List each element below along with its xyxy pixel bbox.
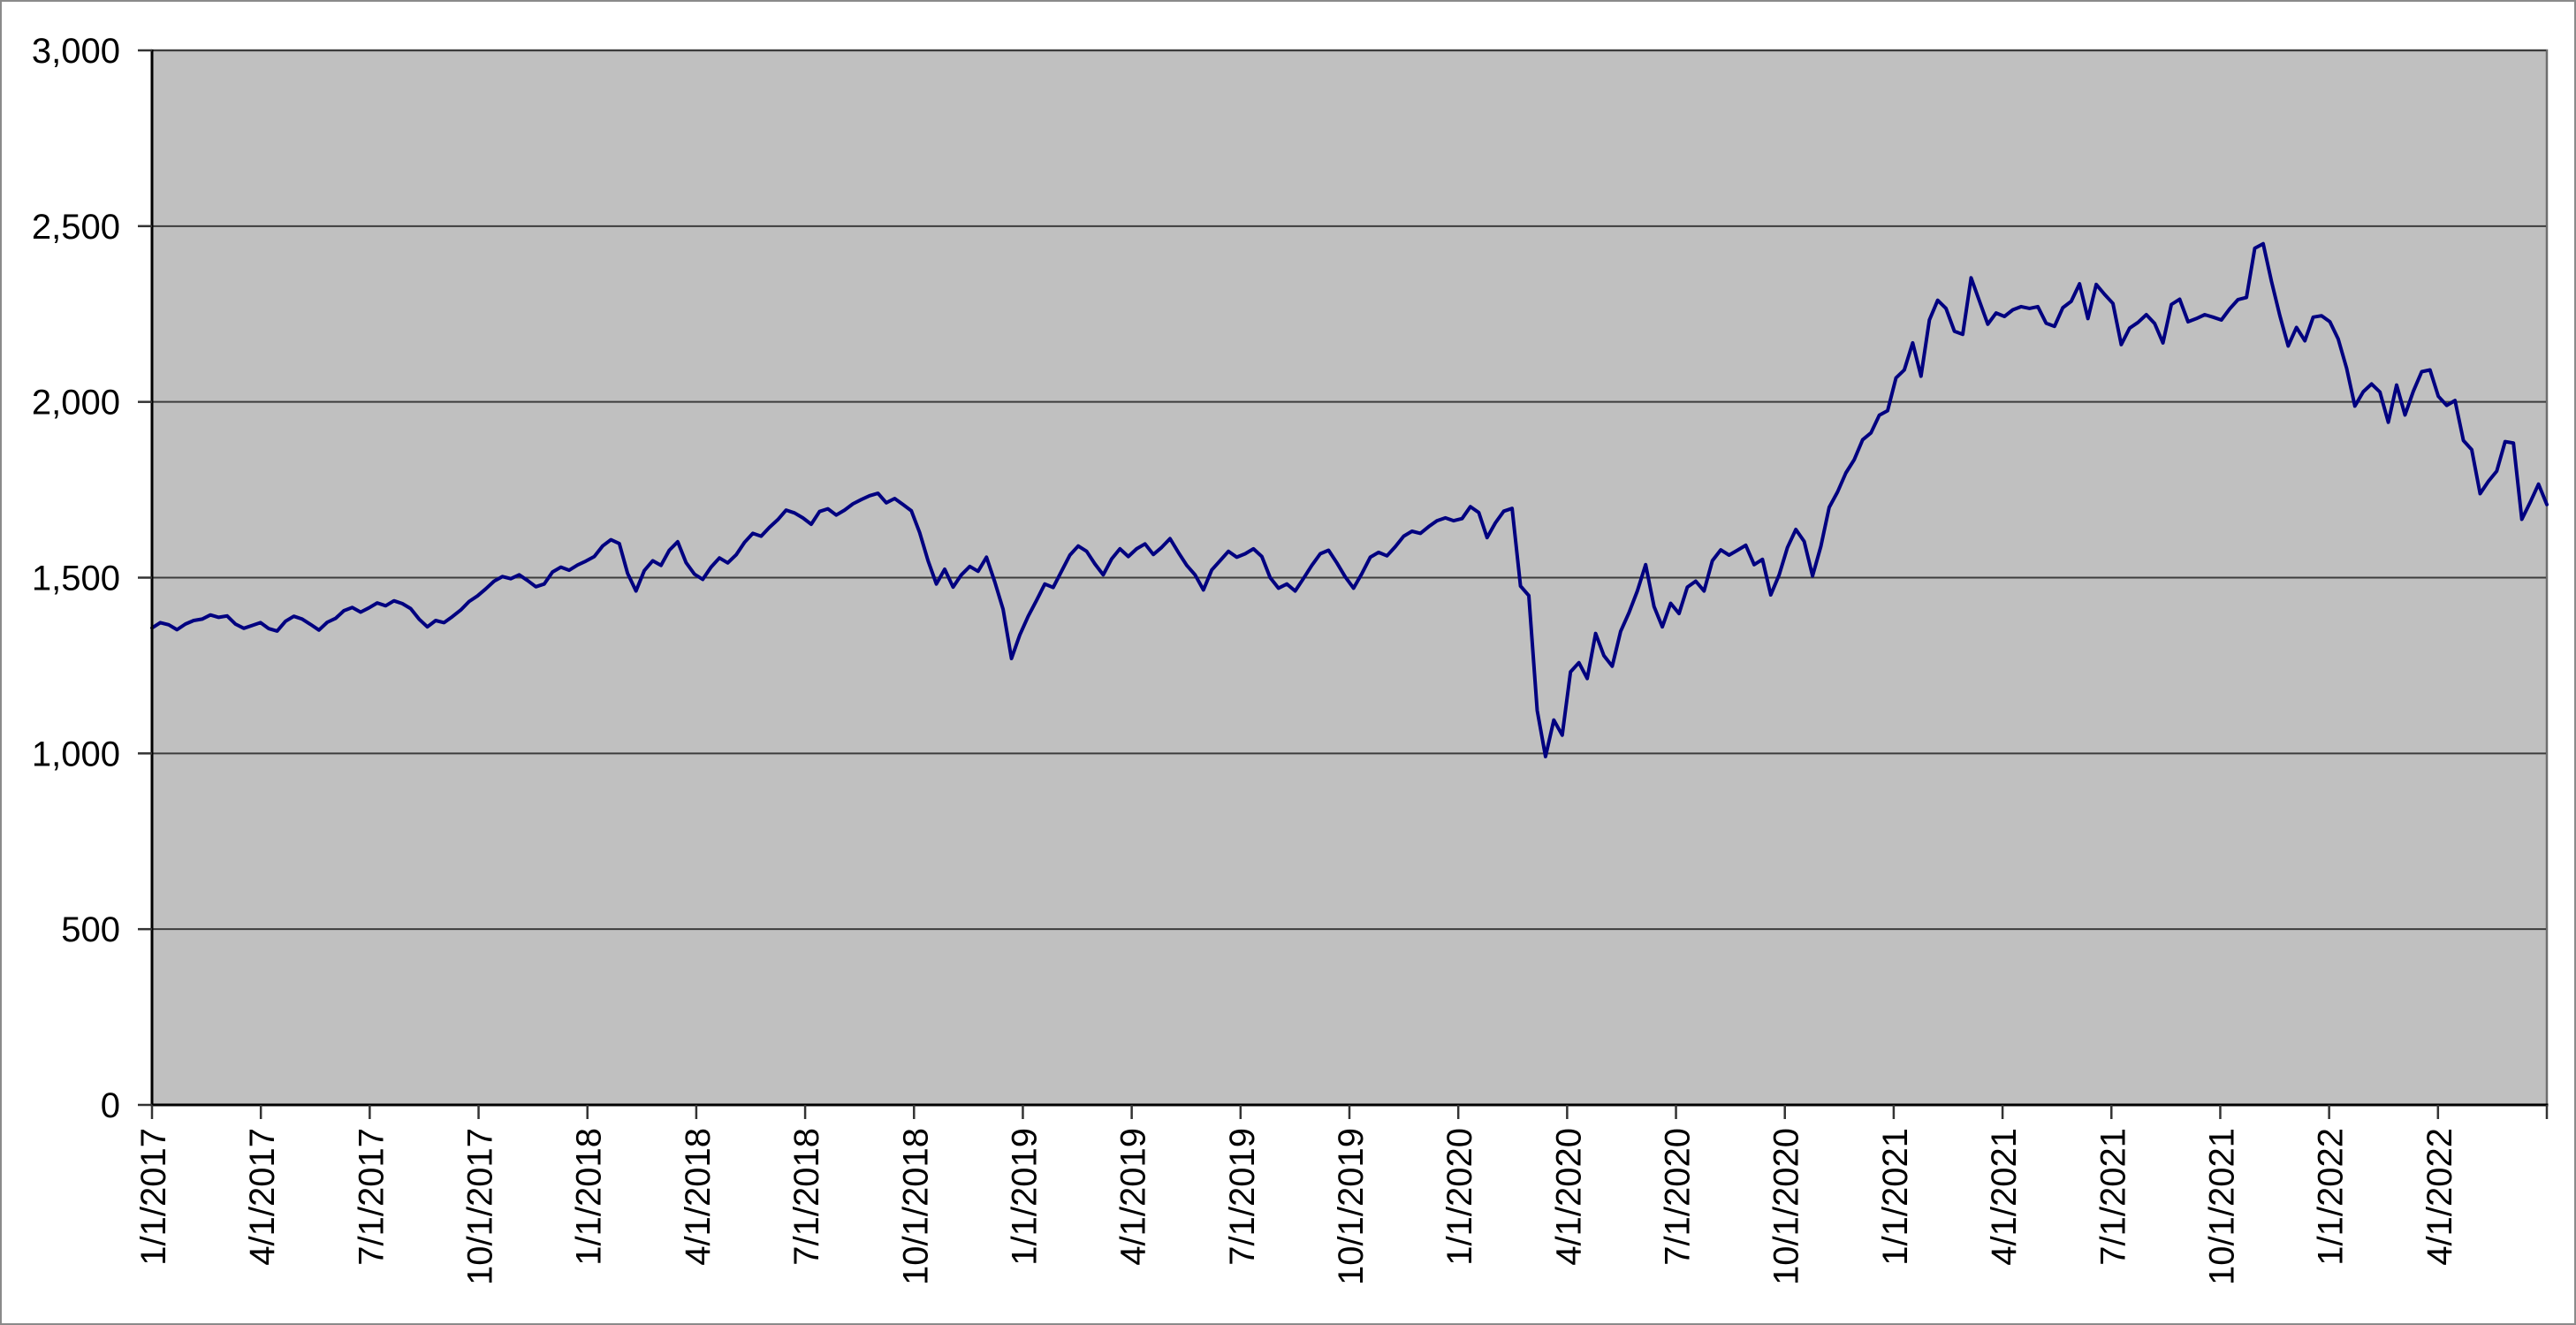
x-axis-tick-label: 10/1/2017 — [461, 1128, 500, 1285]
series-line — [150, 241, 2549, 758]
gridlines — [153, 49, 2546, 931]
x-axis-tick-label: 4/1/2021 — [1985, 1128, 2024, 1266]
x-axis-tick-label: 7/1/2020 — [1659, 1128, 1698, 1266]
x-axis-tick-label: 1/1/2020 — [1440, 1128, 1479, 1266]
y-axis-tick-label: 2,500 — [32, 208, 120, 247]
x-axis-tick-label: 7/1/2019 — [1223, 1128, 1262, 1266]
x-axis-tick-label: 10/1/2019 — [1332, 1128, 1371, 1285]
x-axis-tick-label: 7/1/2021 — [2093, 1128, 2132, 1266]
y-axis-tick-label: 1,000 — [32, 735, 120, 773]
x-axis-labels: 1/1/2017 4/1/2017 7/1/2017 10/1/2017 1/1/201… — [134, 1128, 2459, 1285]
x-axis-tick-label: 1/1/2018 — [570, 1128, 609, 1266]
x-axis-tick-label: 10/1/2018 — [896, 1128, 935, 1285]
x-axis-tick-label: 1/1/2021 — [1876, 1128, 1915, 1266]
x-axis-tick-label: 4/1/2022 — [2420, 1128, 2459, 1266]
x-axis-tick-label: 7/1/2017 — [352, 1128, 391, 1266]
y-axis-tick-label: 0 — [101, 1086, 120, 1125]
y-axis-tick-label: 3,000 — [32, 32, 120, 71]
axis-ticks — [138, 49, 2549, 1119]
x-axis-tick-label: 7/1/2018 — [787, 1128, 826, 1266]
x-axis-tick-label: 4/1/2019 — [1114, 1128, 1153, 1266]
y-axis-tick-label: 1,500 — [32, 560, 120, 598]
y-axis-tick-label: 500 — [61, 910, 120, 949]
x-axis-tick-label: 1/1/2019 — [1006, 1128, 1045, 1266]
data-series — [150, 241, 2549, 758]
x-axis-tick-label: 1/1/2017 — [134, 1128, 173, 1266]
x-axis-tick-label: 4/1/2020 — [1549, 1128, 1588, 1266]
x-axis-tick-label: 1/1/2022 — [2312, 1128, 2351, 1266]
y-axis-labels: 0 500 1,000 1,500 2,000 2,500 3,000 — [32, 32, 120, 1125]
x-axis-tick-label: 10/1/2021 — [2203, 1128, 2242, 1285]
y-axis-tick-label: 2,000 — [32, 384, 120, 423]
x-axis-tick-label: 4/1/2018 — [679, 1128, 718, 1266]
x-axis-tick-label: 4/1/2017 — [243, 1128, 282, 1266]
x-axis-tick-label: 10/1/2020 — [1767, 1128, 1806, 1285]
